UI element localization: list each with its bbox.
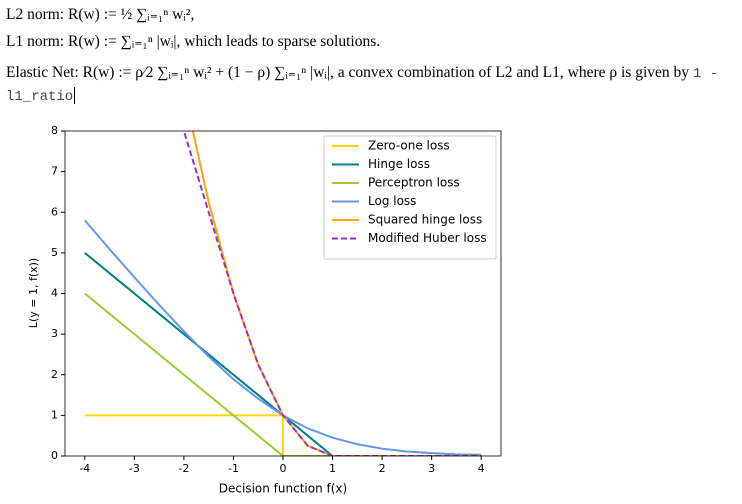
x-tick-label: 3 (428, 462, 435, 475)
y-tick-label: 3 (51, 327, 58, 340)
legend-label: Perceptron loss (368, 176, 460, 190)
plot-frame (64, 130, 502, 457)
loss-line (84, 292, 482, 456)
text: Elastic Net: R(w) := ρ⁄2 ∑ᵢ₌₁ⁿ wᵢ² + (1 … (6, 64, 690, 81)
code: 1 - l1_ratio (6, 66, 719, 105)
y-tick-label: 8 (51, 124, 58, 137)
x-axis-label: Decision function f(x) (219, 482, 347, 496)
plot-area (84, 131, 482, 456)
x-tick-label: -2 (178, 462, 189, 475)
x-tick-label: -1 (228, 462, 239, 475)
legend-box (323, 135, 497, 260)
x-tick-label: -4 (79, 462, 90, 475)
legend-label: Squared hinge loss (368, 213, 482, 227)
legend-label: Modified Huber loss (368, 231, 487, 245)
paragraph: Elastic Net: R(w) := ρ⁄2 ∑ᵢ₌₁ⁿ wᵢ² + (1 … (6, 62, 738, 108)
loss-line (182, 131, 482, 456)
paragraph: L2 norm: R(w) := ½ ∑ᵢ₌₁ⁿ wᵢ², (6, 6, 195, 23)
y-tick-label: 4 (51, 287, 58, 300)
legend-label: Zero-one loss (368, 139, 450, 153)
loss-line (84, 414, 482, 456)
y-tick-label: 2 (51, 368, 58, 381)
x-tick-label: 4 (478, 462, 485, 475)
x-tick-label: 1 (329, 462, 336, 475)
x-tick-label: -3 (129, 462, 140, 475)
y-tick-label: 0 (51, 449, 58, 462)
paragraph: L1 norm: R(w) := ∑ᵢ₌₁ⁿ |wᵢ|, which leads… (6, 33, 381, 50)
y-tick-label: 1 (51, 408, 58, 421)
y-tick-label: 6 (51, 205, 58, 218)
y-axis-label: L(y = 1, f(x)) (27, 258, 40, 328)
x-tick-label: 2 (379, 462, 386, 475)
document: L2 norm: R(w) := ½ ∑ᵢ₌₁ⁿ wᵢ², L1 norm: R… (6, 4, 738, 114)
y-tick-label: 5 (51, 246, 58, 259)
legend-label: Hinge loss (368, 157, 430, 171)
x-tick-label: 0 (280, 462, 287, 475)
y-tick-label: 7 (51, 165, 58, 178)
legend-label: Log loss (368, 194, 416, 208)
